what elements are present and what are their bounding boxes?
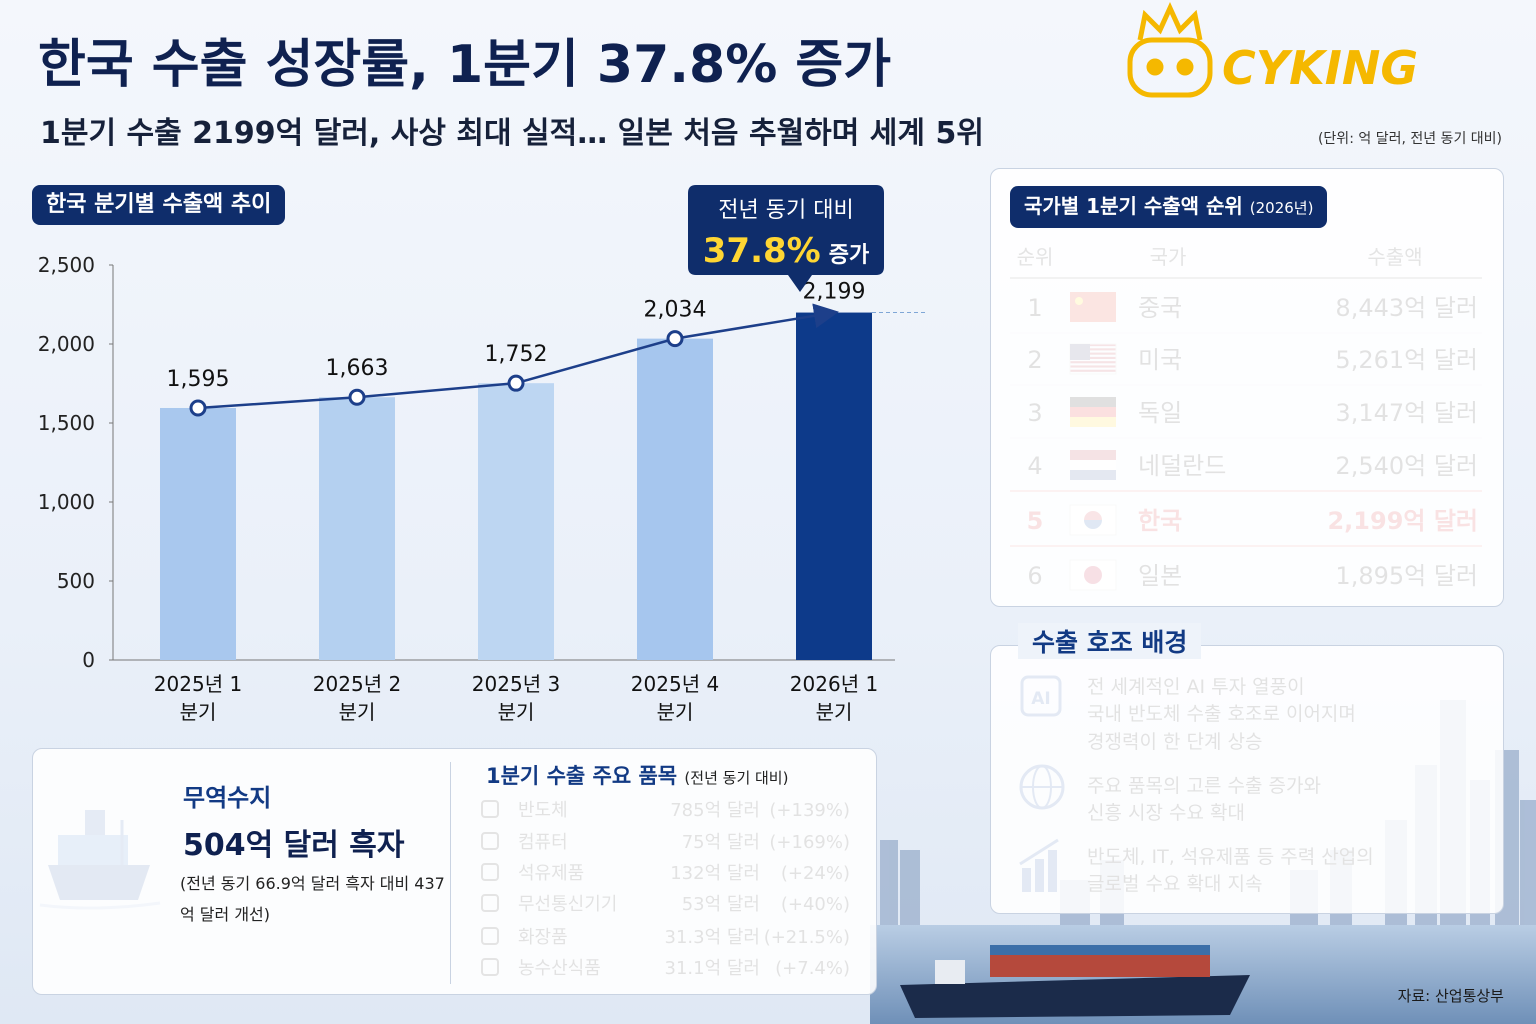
- title: 한국 수출 성장률, 1분기 37.8% 증가: [38, 35, 892, 95]
- logo-icon: [1127, 1, 1213, 98]
- value-label: 1,663: [326, 356, 389, 381]
- items-title-text: 1분기 수출 주요 품목: [486, 764, 678, 788]
- bar: [319, 397, 395, 660]
- trend-point: [507, 374, 525, 392]
- bar: [637, 338, 713, 660]
- y-tick-label: 2,000: [38, 332, 95, 356]
- bottom-panel: [32, 748, 877, 995]
- items-title: 1분기 수출 주요 품목 (전년 동기 대비): [486, 760, 788, 790]
- ranking-panel: [990, 168, 1504, 607]
- trend-point: [666, 330, 684, 348]
- value-label: 1,595: [167, 367, 230, 392]
- y-tick-label: 1,500: [38, 411, 95, 435]
- ranking-badge: 국가별 1분기 수출액 순위 (2026년): [1010, 186, 1328, 228]
- trade-note: (전년 동기 66.9억 달러 흑자 대비 437억 달러 개선): [180, 874, 445, 924]
- chart-title: 한국 분기별 수출액 추이: [32, 185, 286, 225]
- cargo-ship: [900, 945, 1250, 1018]
- x-tick-label: 2025년 4분기: [630, 672, 720, 724]
- source: 자료: 산업통상부: [1397, 987, 1504, 1005]
- trade-value: 504억 달러 흑자: [183, 828, 405, 863]
- background-panel: [990, 645, 1504, 914]
- value-label: 2,034: [644, 298, 707, 323]
- bar: [160, 407, 236, 660]
- callout-suffix: 증가: [829, 243, 869, 268]
- ranking-note: (2026년): [1249, 199, 1314, 217]
- unit-note: (단위: 억 달러, 전년 동기 대비): [1317, 131, 1502, 147]
- subtitle: 1분기 수출 2199억 달러, 사상 최대 실적… 일본 처음 추월하며 세계…: [40, 116, 984, 151]
- background-title: 수출 호조 배경: [1018, 623, 1202, 659]
- x-tick-label: 2025년 2분기: [312, 672, 402, 724]
- y-tick-label: 2,500: [38, 253, 95, 277]
- value-label: 1,752: [485, 342, 548, 367]
- logo: CYKING: [1222, 41, 1418, 95]
- value-label: 2,199: [803, 280, 866, 305]
- y-tick-label: 500: [57, 569, 95, 593]
- divider: [450, 762, 451, 984]
- y-tick-label: 0: [82, 648, 95, 672]
- callout-box: [688, 185, 884, 292]
- items-note: (전년 동기 대비): [684, 769, 789, 787]
- x-tick-label: 2026년 1분기: [789, 672, 879, 724]
- trend-point: [189, 399, 207, 417]
- trend-point: [348, 388, 366, 406]
- bar: [796, 312, 872, 660]
- callout-value-line: 37.8% 증가: [703, 231, 869, 271]
- callout-line: 전년 동기 대비: [718, 198, 853, 223]
- callout-value: 37.8%: [703, 231, 821, 271]
- ranking-title: 국가별 1분기 수출액 순위: [1024, 194, 1243, 218]
- x-tick-label: 2025년 1분기: [153, 672, 243, 724]
- trade-title: 무역수지: [183, 784, 272, 812]
- y-tick-label: 1,000: [38, 490, 95, 514]
- x-tick-label: 2025년 3분기: [471, 672, 561, 724]
- bar: [478, 383, 554, 660]
